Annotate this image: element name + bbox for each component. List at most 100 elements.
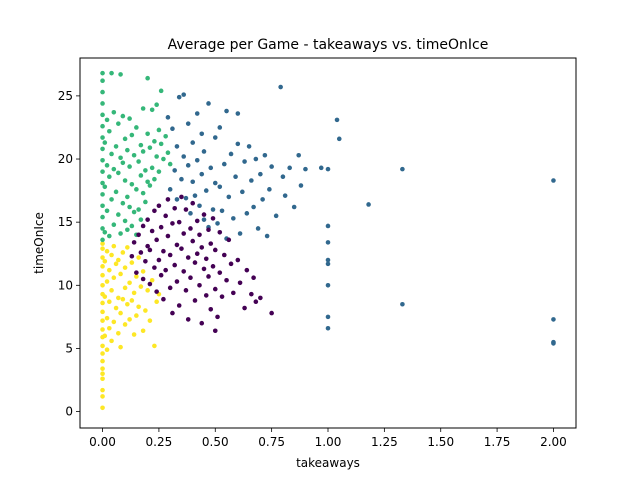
data-point — [217, 184, 223, 190]
data-point — [167, 161, 173, 167]
data-point — [215, 221, 220, 226]
data-point — [325, 166, 331, 172]
data-point — [100, 343, 105, 349]
data-point — [120, 200, 126, 206]
data-point — [551, 178, 556, 183]
data-point — [251, 275, 256, 281]
data-point — [118, 271, 123, 277]
data-point — [140, 276, 146, 282]
data-point — [325, 283, 331, 288]
data-point — [287, 165, 292, 171]
data-point — [188, 275, 193, 281]
data-point — [100, 101, 105, 106]
data-point — [156, 257, 162, 263]
data-point — [116, 330, 121, 336]
data-point — [258, 295, 263, 301]
data-point — [100, 237, 105, 243]
data-point — [158, 88, 164, 94]
data-point — [134, 187, 139, 192]
data-point — [149, 277, 155, 283]
data-point — [174, 144, 180, 149]
data-point — [167, 187, 173, 192]
data-point — [217, 229, 223, 235]
data-point — [100, 255, 105, 260]
data-point — [199, 171, 205, 177]
data-point — [325, 261, 331, 267]
data-point — [210, 216, 216, 221]
data-point — [172, 205, 177, 211]
data-point — [100, 192, 105, 197]
data-point — [188, 211, 193, 216]
data-point — [100, 241, 105, 246]
data-point — [145, 131, 150, 137]
data-point — [109, 197, 114, 202]
data-point — [125, 227, 130, 233]
data-point — [104, 315, 110, 321]
data-point — [336, 136, 342, 142]
data-point — [237, 280, 243, 286]
data-point — [129, 132, 135, 138]
data-point — [174, 197, 180, 202]
data-point — [185, 255, 191, 260]
data-point — [240, 189, 245, 195]
data-point — [179, 194, 184, 200]
data-point — [100, 351, 105, 356]
data-point — [176, 219, 182, 225]
data-point — [282, 193, 288, 198]
data-point — [231, 290, 236, 296]
data-point — [131, 152, 137, 158]
data-point — [172, 262, 177, 268]
data-point — [140, 328, 146, 334]
data-point — [102, 229, 108, 235]
data-point — [100, 376, 105, 382]
data-point — [296, 152, 301, 158]
data-point — [140, 190, 146, 196]
data-point — [181, 269, 187, 274]
data-point — [104, 347, 110, 353]
data-point — [100, 387, 105, 393]
data-point — [100, 327, 105, 332]
data-point — [116, 257, 121, 263]
data-point — [134, 313, 139, 318]
data-point — [298, 183, 304, 188]
data-point — [170, 310, 175, 316]
data-point — [129, 260, 135, 265]
data-point — [100, 135, 105, 140]
data-point — [235, 141, 241, 147]
y-tick-label: 25 — [58, 89, 73, 103]
data-point — [235, 111, 241, 116]
data-point — [145, 288, 150, 293]
y-axis-label: timeOnIce — [32, 212, 46, 274]
data-point — [154, 154, 159, 159]
data-point — [102, 184, 108, 190]
data-point — [143, 168, 148, 173]
data-point — [201, 212, 207, 217]
data-point — [269, 310, 274, 316]
data-point — [221, 252, 227, 258]
data-point — [129, 223, 135, 229]
data-point — [174, 279, 180, 284]
data-point — [174, 242, 180, 248]
data-point — [325, 325, 331, 331]
data-point — [131, 209, 137, 215]
data-point — [131, 240, 137, 245]
data-point — [190, 200, 196, 206]
data-point — [203, 188, 209, 193]
data-point — [134, 125, 139, 130]
data-point — [104, 248, 110, 254]
data-point — [190, 140, 196, 145]
x-tick-label: 0.25 — [146, 435, 173, 449]
data-point — [154, 102, 159, 108]
data-point — [249, 178, 254, 183]
data-point — [136, 159, 141, 164]
data-point — [183, 195, 189, 201]
data-point — [325, 314, 331, 320]
data-point — [149, 228, 155, 234]
data-point — [127, 317, 132, 322]
data-point — [156, 169, 162, 174]
data-point — [165, 115, 171, 120]
data-point — [122, 322, 128, 327]
data-point — [111, 166, 117, 172]
data-point — [127, 116, 132, 121]
y-tick-label: 5 — [65, 341, 73, 355]
